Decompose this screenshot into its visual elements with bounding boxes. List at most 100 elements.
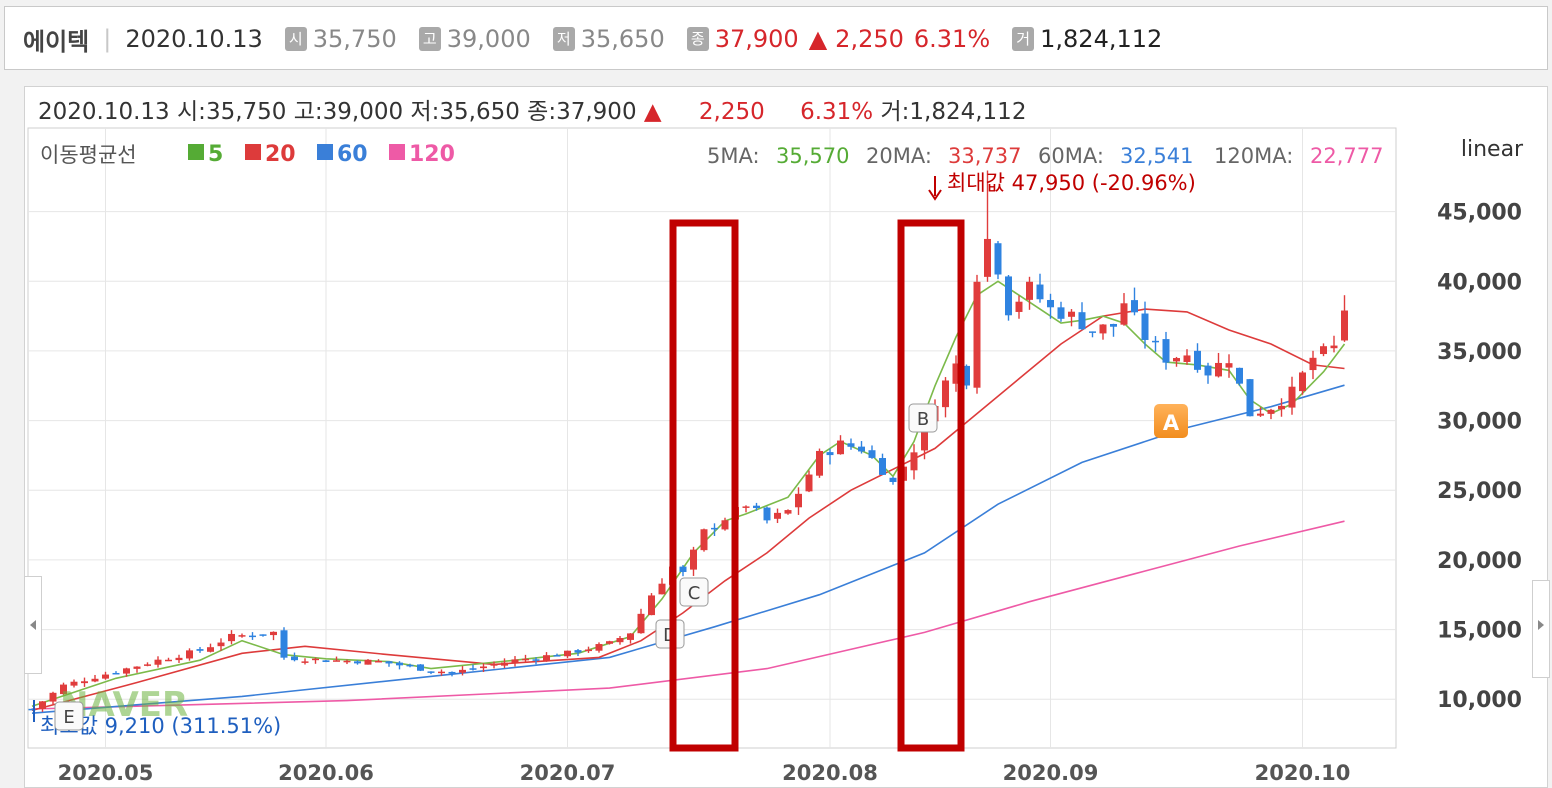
y-tick-label: 40,000 <box>1437 270 1522 295</box>
ma60-line <box>31 384 1345 714</box>
marker-c-box <box>679 577 709 607</box>
candle-body <box>228 633 235 642</box>
candle-body <box>396 662 403 666</box>
info-close-label: 종: <box>527 99 557 125</box>
candle-body <box>207 647 214 652</box>
candle-body <box>1026 281 1033 300</box>
candle-body <box>1288 386 1296 408</box>
candle-body <box>133 666 141 669</box>
info-pct: 6.31% <box>800 99 874 125</box>
candle-body <box>742 506 750 508</box>
candle-body <box>700 529 708 551</box>
ma-value-label: 20MA: <box>866 144 932 168</box>
info-high-label: 고: <box>293 99 323 125</box>
ma-value-label: 120MA: <box>1214 144 1293 168</box>
candle-body <box>952 363 960 384</box>
x-tick-label: 2020.09 <box>1003 761 1099 785</box>
header-close: 37,900 <box>714 25 799 53</box>
candle-body <box>816 450 823 476</box>
candle-body <box>112 672 120 675</box>
candle-body <box>333 660 340 662</box>
candle-body <box>648 595 655 616</box>
highlight-box-august <box>897 219 965 752</box>
info-high: 39,000 <box>322 99 404 125</box>
candle-body <box>1057 307 1065 319</box>
candle-body <box>364 659 372 665</box>
candle-body <box>921 419 928 451</box>
divider: | <box>103 25 112 53</box>
candle-body <box>375 660 382 663</box>
chevron-left-icon <box>30 620 36 630</box>
candle-body <box>91 678 99 682</box>
marker-e-label: E <box>63 707 74 728</box>
marker-b[interactable]: B <box>908 403 938 433</box>
candle-body <box>1110 323 1117 327</box>
candle-body <box>354 661 361 664</box>
candle-body <box>942 380 949 408</box>
header-high: 39,000 <box>446 25 531 53</box>
candle-body <box>343 660 351 663</box>
candle-body <box>1047 299 1054 308</box>
candle-body <box>721 520 729 530</box>
candle-body <box>427 671 435 673</box>
candle-body <box>459 669 466 673</box>
candle-body <box>543 655 550 662</box>
candle-body <box>123 668 130 674</box>
candle-body <box>102 674 109 679</box>
header-change: 2,250 <box>835 25 904 53</box>
candle-body <box>270 631 277 636</box>
legend-label: 60 <box>337 142 368 167</box>
chevron-right-icon <box>1538 620 1544 630</box>
close-badge: 종 <box>686 27 709 51</box>
candle-body <box>522 658 529 661</box>
legend-label: 20 <box>265 142 296 167</box>
down-arrow-icon <box>928 189 942 201</box>
candle-body <box>144 664 151 666</box>
header-bar: 에이텍 | 2020.10.13 시 35,750 고 39,000 저 35,… <box>4 6 1548 70</box>
candle-body <box>1215 362 1222 377</box>
candle-body <box>165 659 172 662</box>
candle-body <box>49 692 57 702</box>
candle-body <box>627 633 634 640</box>
candle-body <box>1204 365 1212 376</box>
legend-swatch <box>245 144 261 160</box>
candle-body <box>1162 339 1170 363</box>
y-tick-label: 20,000 <box>1437 549 1522 574</box>
legend-title: 이동평균선 <box>40 143 137 167</box>
scroll-right-button[interactable] <box>1532 580 1550 678</box>
info-open: 35,750 <box>205 99 287 125</box>
candle-body <box>312 658 319 661</box>
candle-body <box>1194 350 1201 370</box>
candle-body <box>711 527 718 530</box>
candle-body <box>501 662 508 666</box>
ma120-line <box>31 520 1345 710</box>
candle-body <box>60 684 67 695</box>
marker-a-label: A <box>1163 411 1180 435</box>
marker-a[interactable]: A <box>1154 404 1188 438</box>
candle-body <box>826 452 834 456</box>
candle-body <box>637 613 645 634</box>
candle-body <box>763 507 771 521</box>
header-open: 35,750 <box>312 25 397 53</box>
candle-body <box>1246 379 1254 417</box>
scroll-left-button[interactable] <box>24 576 42 674</box>
marker-e[interactable]: E <box>54 701 84 731</box>
candle-body <box>879 458 886 475</box>
candle-body <box>984 238 991 277</box>
marker-c[interactable]: C <box>679 577 709 607</box>
ma-value-label: 5MA: <box>707 144 760 168</box>
ma-value-label: 60MA: <box>1038 144 1104 168</box>
candle-body <box>1005 276 1012 316</box>
x-tick-label: 2020.06 <box>278 761 374 785</box>
stock-name: 에이텍 <box>23 27 90 56</box>
candle-body <box>1131 300 1138 313</box>
info-open-label: 시: <box>177 99 206 125</box>
candle-body <box>301 661 309 663</box>
candle-body <box>606 641 613 644</box>
candle-body <box>690 549 697 570</box>
candle-body <box>1330 345 1338 349</box>
candle-body <box>1257 413 1264 416</box>
candle-body <box>753 505 760 509</box>
y-tick-label: 10,000 <box>1437 688 1522 713</box>
